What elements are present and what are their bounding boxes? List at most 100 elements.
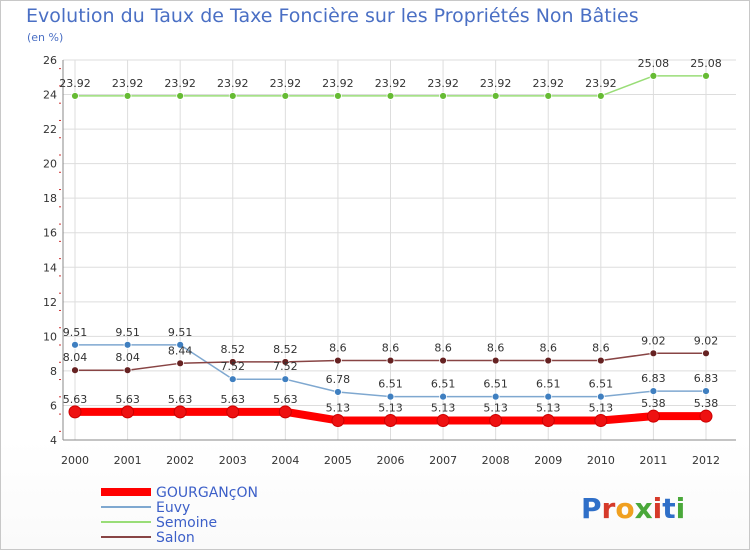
series-point-salon (71, 366, 79, 375)
series-point-euvy (71, 340, 79, 349)
series-point-gourgançon (699, 409, 713, 423)
data-label: 23.92 (585, 77, 617, 90)
data-label: 8.6 (329, 342, 347, 355)
series-point-salon (544, 356, 553, 365)
series-point-euvy (491, 392, 500, 401)
x-tick-label: 2004 (271, 454, 299, 467)
series-point-semoine (281, 92, 290, 100)
series-point-salon (123, 366, 132, 375)
series-point-semoine (702, 71, 710, 80)
y-tick-label: 10 (43, 330, 57, 343)
data-label: 23.92 (427, 77, 459, 90)
data-label: 5.13 (536, 401, 561, 414)
series-point-salon (649, 349, 658, 358)
series-point-gourgançon (384, 413, 397, 427)
series-point-euvy (123, 340, 132, 349)
data-label: 5.63 (63, 393, 88, 406)
series-lines (68, 71, 713, 427)
chart-subtitle: (en %) (27, 31, 63, 44)
series-point-gourgançon (331, 413, 345, 427)
data-label: 6.83 (641, 372, 666, 385)
series-point-euvy (596, 392, 605, 401)
y-tick-label: 6 (50, 399, 57, 412)
series-point-salon (386, 356, 395, 365)
series-point-euvy (702, 387, 710, 396)
data-label: 5.63 (273, 393, 298, 406)
logo-letter: x (635, 492, 653, 525)
series-point-salon (439, 356, 447, 365)
data-label: 8.6 (434, 342, 452, 355)
data-label: 5.13 (483, 401, 508, 414)
data-label: 6.51 (536, 378, 561, 391)
series-point-semoine (544, 92, 553, 100)
data-label: 23.92 (322, 77, 354, 90)
logo-letter: i (676, 492, 686, 525)
y-tick-label: 12 (43, 296, 57, 309)
y-tick-label: 4 (50, 434, 57, 447)
x-tick-label: 2001 (114, 454, 142, 467)
logo-letter: P (581, 492, 602, 525)
data-label: 9.51 (168, 326, 193, 339)
data-label: 5.13 (589, 401, 614, 414)
data-label: 6.51 (378, 378, 403, 391)
series-point-euvy (649, 387, 658, 396)
series-point-gourgançon (436, 413, 450, 427)
data-label: 23.92 (375, 77, 407, 90)
series-point-semoine (176, 92, 185, 100)
series-point-semoine (491, 92, 500, 100)
data-label: 7.52 (273, 360, 298, 373)
data-label: 8.44 (168, 344, 193, 357)
series-point-euvy (281, 375, 290, 384)
series-point-euvy (228, 375, 237, 384)
series-point-salon (702, 349, 710, 358)
x-tick-label: 2002 (166, 454, 194, 467)
data-label: 25.08 (638, 57, 670, 70)
y-tick-label: 8 (50, 365, 57, 378)
series-point-semoine (649, 71, 658, 80)
data-label: 6.51 (589, 378, 614, 391)
x-tick-label: 2005 (324, 454, 352, 467)
legend-label: Salon (156, 530, 195, 546)
data-label: 6.51 (483, 378, 508, 391)
data-label: 5.13 (431, 401, 456, 414)
data-label: 23.92 (112, 77, 144, 90)
x-tick-label: 2008 (482, 454, 510, 467)
axes: 4 6 8 10 12 14 16 18 20 22 24 26 2000 2001 2002 2003 200… (43, 54, 736, 467)
series-point-euvy (176, 340, 185, 349)
data-label: 23.92 (59, 77, 91, 90)
series-point-salon (281, 358, 290, 366)
data-label: 23.92 (164, 77, 196, 90)
data-labels: 5.63 5.63 5.63 5.63 5.63 5.13 5.13 5.13 5.13 5.13… (59, 57, 722, 415)
series-point-euvy (439, 392, 447, 401)
legend-label: Euvy (156, 500, 190, 516)
data-label: 8.04 (115, 351, 140, 364)
series-point-gourgançon (68, 405, 82, 419)
series-point-gourgançon (489, 413, 503, 427)
data-label: 5.13 (326, 401, 351, 414)
x-tick-label: 2000 (61, 454, 89, 467)
logo-text: Proxiti (581, 492, 685, 525)
series-point-gourgançon (594, 413, 608, 427)
series-point-euvy (334, 388, 342, 396)
logo-letter: t (662, 492, 675, 525)
data-label: 23.92 (533, 77, 565, 90)
series-point-gourgançon (646, 409, 660, 423)
series-point-salon (228, 358, 237, 366)
x-tick-label: 2010 (587, 454, 615, 467)
data-label: 9.51 (63, 326, 88, 339)
series-point-semoine (439, 92, 447, 100)
data-label: 8.04 (63, 351, 88, 364)
logo-letter: r (602, 492, 616, 525)
y-tick-label: 22 (43, 123, 57, 136)
data-label: 8.6 (540, 342, 558, 355)
data-label: 5.38 (694, 397, 719, 410)
data-label: 8.52 (221, 343, 246, 356)
data-label: 5.38 (641, 397, 666, 410)
legend-label: Semoine (156, 515, 217, 531)
logo-letter: i (653, 492, 663, 525)
series-point-salon (334, 356, 342, 365)
data-label: 25.08 (690, 57, 722, 70)
data-label: 8.6 (592, 342, 610, 355)
